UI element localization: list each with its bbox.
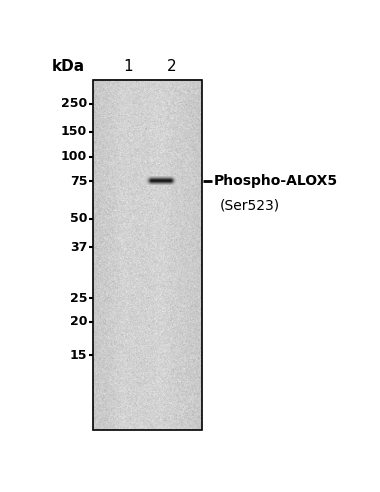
Text: (Ser523): (Ser523) <box>220 199 280 213</box>
Text: Phospho-ALOX5: Phospho-ALOX5 <box>214 174 338 188</box>
Text: 75: 75 <box>70 175 87 187</box>
Text: 250: 250 <box>61 97 87 110</box>
Text: kDa: kDa <box>52 59 85 74</box>
Text: 20: 20 <box>70 315 87 328</box>
Text: 100: 100 <box>61 150 87 163</box>
Text: 150: 150 <box>61 125 87 138</box>
Text: 2: 2 <box>166 59 176 74</box>
Text: 1: 1 <box>124 59 133 74</box>
Text: 25: 25 <box>70 292 87 305</box>
Text: 37: 37 <box>70 241 87 254</box>
Text: 15: 15 <box>70 349 87 362</box>
Bar <box>93 80 202 430</box>
Text: 50: 50 <box>70 213 87 225</box>
